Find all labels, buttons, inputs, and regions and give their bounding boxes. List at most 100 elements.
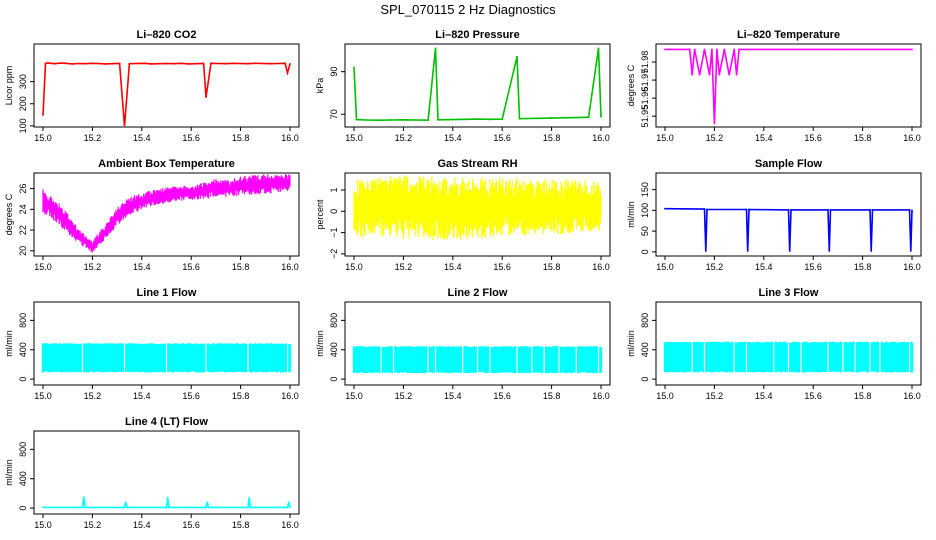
- series-line: [43, 496, 291, 509]
- y-tick-label: 400: [18, 342, 28, 357]
- y-axis-label: ml/min: [4, 459, 14, 486]
- data-point: [414, 119, 417, 121]
- data-point: [42, 506, 44, 509]
- y-tick-label: 51.96: [640, 87, 650, 110]
- series-group: [664, 207, 913, 252]
- data-point: [91, 62, 94, 65]
- x-tick-label: 15.8: [232, 262, 250, 272]
- data-point: [828, 250, 831, 252]
- chart-title: Line 3 Flow: [759, 287, 819, 299]
- data-point: [871, 209, 874, 211]
- chart-panel-3: Li–820 Temperature 15.0 15.2 15.4 15.6 15.8 16…: [626, 29, 922, 143]
- x-tick-label: 15.0: [34, 262, 52, 272]
- figure-title: SPL_070115 2 Hz Diagnostics: [380, 2, 556, 17]
- x-tick-label: 15.4: [133, 262, 151, 272]
- y-tick-label: 0: [329, 209, 339, 214]
- series-group: [42, 496, 291, 509]
- series-group: [663, 340, 914, 374]
- data-point: [47, 61, 49, 64]
- plot-frame: [655, 301, 922, 386]
- data-point: [911, 209, 913, 212]
- x-tick-label: 15.2: [395, 133, 413, 143]
- x-tick-label: 15.8: [543, 133, 561, 143]
- x-tick-label: 15.4: [133, 391, 151, 401]
- y-axis-label: ml/min: [626, 201, 636, 228]
- chart-panel-5: Gas Stream RH 15.0 15.2 15.4 15.6 15.8 16.0 −2 −…: [315, 158, 611, 272]
- data-point: [286, 506, 289, 509]
- x-tick-label: 15.0: [656, 133, 674, 143]
- data-point: [691, 73, 694, 76]
- chart-panel-10: Line 4 (LT) Flow 15.0 15.2 15.4 15.6 15.8 16.0…: [4, 416, 300, 530]
- data-point: [476, 118, 479, 121]
- y-tick-label: 50: [640, 226, 650, 236]
- data-point: [703, 48, 706, 51]
- x-tick-label: 16.0: [903, 133, 921, 143]
- y-tick-label: 51.95: [640, 105, 650, 128]
- series-envelope: [42, 174, 291, 253]
- x-tick-label: 15.2: [706, 262, 724, 272]
- series-group: [42, 61, 291, 126]
- data-point: [103, 63, 106, 65]
- y-tick-label: 1: [329, 188, 339, 193]
- data-point: [516, 55, 518, 58]
- x-tick-label: 15.4: [444, 391, 462, 401]
- plot-frame: [344, 172, 611, 257]
- x-tick-label: 15.2: [84, 520, 102, 530]
- x-tick-label: 15.6: [182, 520, 200, 530]
- plot-frame: [33, 43, 300, 128]
- data-point: [353, 66, 355, 69]
- flow-band: [41, 343, 292, 373]
- series-group: [353, 175, 602, 241]
- y-axis-label: ml/min: [315, 330, 325, 357]
- data-point: [165, 62, 168, 65]
- y-tick-label: 70: [329, 109, 339, 119]
- series-group: [353, 47, 602, 122]
- y-tick-label: 90: [329, 67, 339, 77]
- data-point: [787, 48, 790, 51]
- y-tick-label: 400: [640, 342, 650, 357]
- data-point: [829, 209, 832, 211]
- chart-panel-1: Li–820 CO2 15.0 15.2 15.4 15.6 15.8 16.0 100 200…: [4, 29, 300, 143]
- data-point: [150, 63, 153, 65]
- y-tick-label: −1: [329, 227, 339, 237]
- plot-frame: [655, 172, 922, 257]
- data-point: [746, 250, 749, 252]
- data-point: [224, 62, 227, 65]
- data-point: [124, 501, 127, 504]
- chart-title: Ambient Box Temperature: [98, 158, 235, 170]
- data-point: [59, 62, 62, 64]
- y-tick-label: 24: [18, 204, 28, 214]
- x-tick-label: 16.0: [281, 133, 299, 143]
- data-point: [812, 48, 815, 51]
- x-tick-label: 15.0: [345, 133, 363, 143]
- plot-frame: [344, 43, 611, 128]
- data-point: [377, 119, 380, 122]
- x-tick-label: 15.6: [182, 262, 200, 272]
- x-tick-label: 15.6: [804, 391, 822, 401]
- data-point: [703, 208, 706, 211]
- plot-frame: [655, 43, 922, 128]
- data-point: [600, 115, 602, 118]
- data-point: [708, 73, 711, 76]
- data-point: [126, 506, 128, 509]
- x-tick-label: 15.0: [34, 520, 52, 530]
- data-point: [143, 62, 146, 65]
- series-envelope: [353, 175, 602, 241]
- x-tick-label: 15.2: [706, 391, 724, 401]
- x-tick-label: 15.4: [755, 391, 773, 401]
- data-point: [118, 62, 121, 65]
- data-point: [738, 48, 740, 51]
- data-point: [247, 506, 249, 509]
- y-tick-label: 100: [18, 118, 28, 133]
- y-tick-label: 400: [329, 342, 339, 357]
- data-point: [735, 73, 738, 76]
- data-point: [723, 48, 726, 51]
- series-line: [353, 48, 602, 122]
- x-tick-label: 15.6: [804, 262, 822, 272]
- data-point: [693, 48, 696, 51]
- data-point: [827, 209, 829, 211]
- x-tick-label: 15.2: [84, 133, 102, 143]
- data-point: [365, 119, 368, 121]
- data-point: [488, 118, 491, 121]
- y-tick-label: −2: [329, 249, 339, 259]
